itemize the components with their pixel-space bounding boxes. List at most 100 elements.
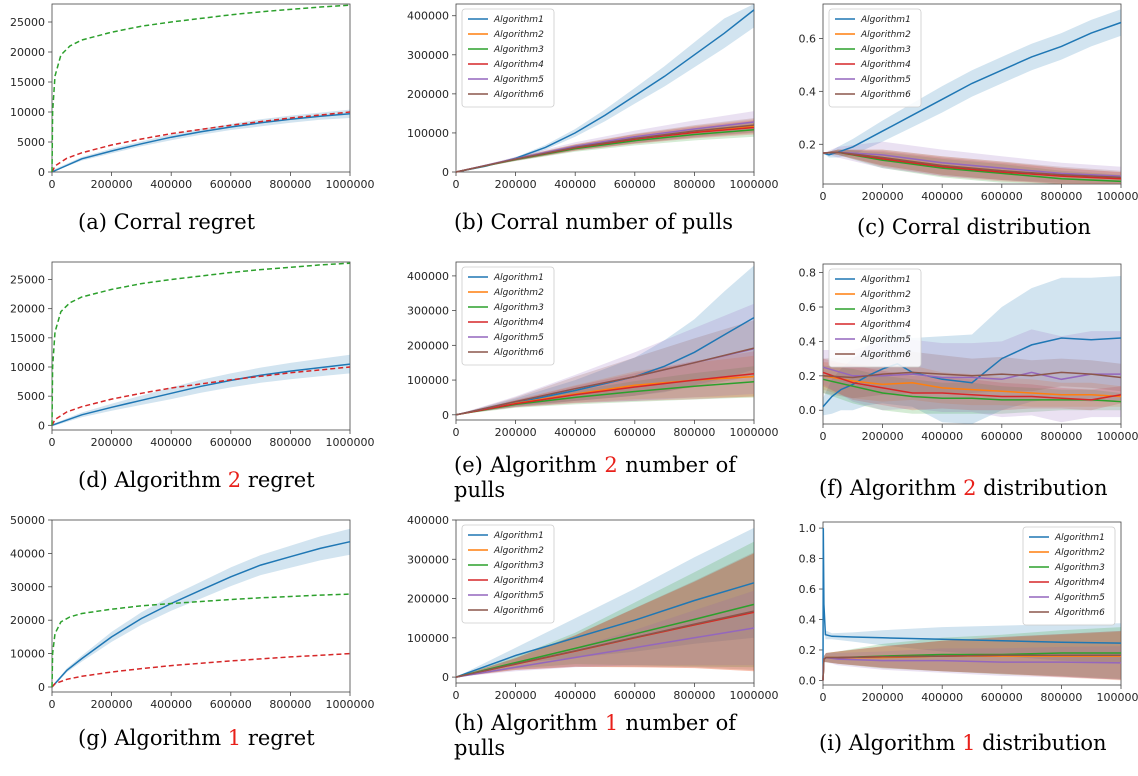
legend-label: Algorithm6	[493, 606, 544, 616]
x-tick-label: 0	[49, 436, 56, 449]
band-Algorithm6	[456, 552, 754, 678]
y-tick-label: 0.4	[799, 85, 817, 98]
chart-i: 0 200000 400000 600000 800000 1000000 0.0 0.2 0.…	[799, 521, 1138, 704]
line-Algorithm4	[455, 373, 755, 416]
x-tick-label: 1000000	[326, 178, 375, 191]
x-tick-label: 800000	[269, 178, 311, 191]
y-tick-label: 0	[38, 166, 45, 179]
y-tick-label: 300000	[407, 305, 449, 318]
line-Algorithm1	[455, 582, 755, 678]
legend-label: Algorithm4	[1054, 578, 1105, 588]
x-tick-label: 600000	[210, 178, 252, 191]
plot-series	[455, 265, 755, 416]
legend-label: Algorithm4	[493, 60, 544, 70]
plot-series	[455, 4, 755, 173]
legend-label: Algorithm6	[493, 90, 544, 100]
x-tick-label: 600000	[614, 689, 656, 702]
x-tick-label: 600000	[210, 698, 252, 711]
panel-i: 0 200000 400000 600000 800000 1000000 0.0 0.2 0.…	[775, 516, 1138, 774]
x-tick-label: 400000	[150, 178, 192, 191]
legend-label: Algorithm4	[493, 576, 544, 586]
legend: Algorithm1 Algorithm2 Algorithm3 Algorithm4…	[1022, 526, 1116, 626]
band-blue	[52, 109, 350, 172]
plot-series	[822, 528, 1122, 681]
plot-series	[455, 527, 755, 678]
y-tick-label: 20000	[10, 303, 45, 316]
y-tick-label: 300000	[407, 49, 449, 62]
plot-series	[51, 262, 351, 427]
legend-label: Algorithm4	[860, 60, 911, 70]
y-tick-label: 0.2	[799, 138, 817, 151]
legend-label: Algorithm5	[493, 75, 544, 85]
y-tick-label: 100000	[407, 374, 449, 387]
plot-frame	[51, 261, 351, 431]
x-tick-label: 400000	[150, 436, 192, 449]
legend-label: Algorithm6	[860, 350, 911, 360]
band-Algorithm1	[456, 265, 754, 415]
legend-label: Algorithm5	[860, 75, 911, 85]
y-tick-label: 0.6	[799, 301, 817, 314]
y-tick-label: 20000	[10, 614, 45, 627]
x-tick-label: 800000	[1040, 691, 1082, 704]
plot-frame	[51, 3, 351, 173]
x-tick-label: 800000	[673, 426, 715, 439]
band-Algorithm3	[456, 122, 754, 172]
band-Algorithm2	[456, 553, 754, 678]
x-tick-label: 400000	[921, 430, 963, 443]
plot-frame	[822, 263, 1122, 425]
panel-c: 0 200000 400000 600000 800000 1000000 0.2 0.4 0.…	[775, 0, 1138, 258]
x-tick-label: 600000	[981, 190, 1023, 203]
band-Algorithm1	[456, 4, 754, 172]
line-blue	[51, 363, 351, 427]
y-tick-label: 0	[442, 166, 449, 179]
y-tick-label: 300000	[407, 553, 449, 566]
legend-label: Algorithm2	[860, 290, 911, 300]
x-tick-label: 600000	[614, 426, 656, 439]
caption-d: (d) Algorithm 2 regret	[78, 468, 315, 492]
legend-label: Algorithm6	[860, 90, 911, 100]
plot-series	[51, 528, 351, 688]
y-tick-label: 25000	[10, 274, 45, 287]
line-green	[51, 593, 351, 688]
y-tick-label: 30000	[10, 581, 45, 594]
legend-label: Algorithm2	[1054, 548, 1105, 558]
x-tick-label: 0	[49, 698, 56, 711]
legend-label: Algorithm1	[493, 273, 544, 283]
x-tick-label: 200000	[862, 430, 904, 443]
chart-d: 0 200000 400000 600000 800000 1000000 0 5000 100…	[10, 261, 375, 449]
line-Algorithm6	[455, 610, 755, 678]
chart-e: 0 200000 400000 600000 800000 1000000 0 100000 2…	[407, 261, 779, 439]
legend: Algorithm1 Algorithm2 Algorithm3 Algorithm4…	[461, 524, 555, 624]
y-tick-label: 0.0	[799, 404, 817, 417]
panel-h: 0 200000 400000 600000 800000 1000000 0 100000 2…	[392, 514, 779, 774]
x-tick-label: 1000000	[1097, 430, 1138, 443]
line-Algorithm6	[822, 371, 1122, 379]
legend-label: Algorithm1	[860, 275, 911, 285]
x-tick-label: 0	[453, 178, 460, 191]
chart-a: 0 200000 400000 600000 800000 1000000 0 5000 100…	[10, 3, 375, 191]
x-tick-label: 200000	[862, 691, 904, 704]
line-Algorithm1	[822, 528, 1122, 681]
x-tick-label: 600000	[210, 436, 252, 449]
caption-h: (h) Algorithm 1 number of pulls	[454, 711, 736, 760]
band-blue	[52, 354, 350, 427]
chart-f: 0 200000 400000 600000 800000 1000000 0.0 0.2 0.…	[799, 263, 1138, 443]
line-Algorithm6	[822, 654, 1121, 681]
y-tick-label: 0.6	[799, 32, 817, 45]
line-green	[51, 262, 351, 426]
band-Algorithm4	[456, 553, 754, 678]
legend-label: Algorithm1	[493, 531, 544, 541]
x-tick-label: 800000	[269, 436, 311, 449]
y-tick-label: 40000	[10, 547, 45, 560]
y-tick-label: 0.4	[799, 613, 817, 626]
legend-label: Algorithm2	[860, 30, 911, 40]
x-tick-label: 600000	[614, 178, 656, 191]
y-tick-label: 0.0	[799, 674, 817, 687]
legend: Algorithm1 Algorithm2 Algorithm3 Algorithm4…	[828, 8, 922, 108]
legend: Algorithm1 Algorithm2 Algorithm3 Algorithm4…	[828, 268, 922, 368]
x-tick-label: 200000	[495, 178, 537, 191]
chart-b: 0 200000 400000 600000 800000 1000000 0 100000 2…	[407, 3, 779, 191]
x-tick-label: 600000	[981, 691, 1023, 704]
legend-label: Algorithm3	[860, 45, 911, 55]
y-tick-label: 0	[442, 409, 449, 422]
